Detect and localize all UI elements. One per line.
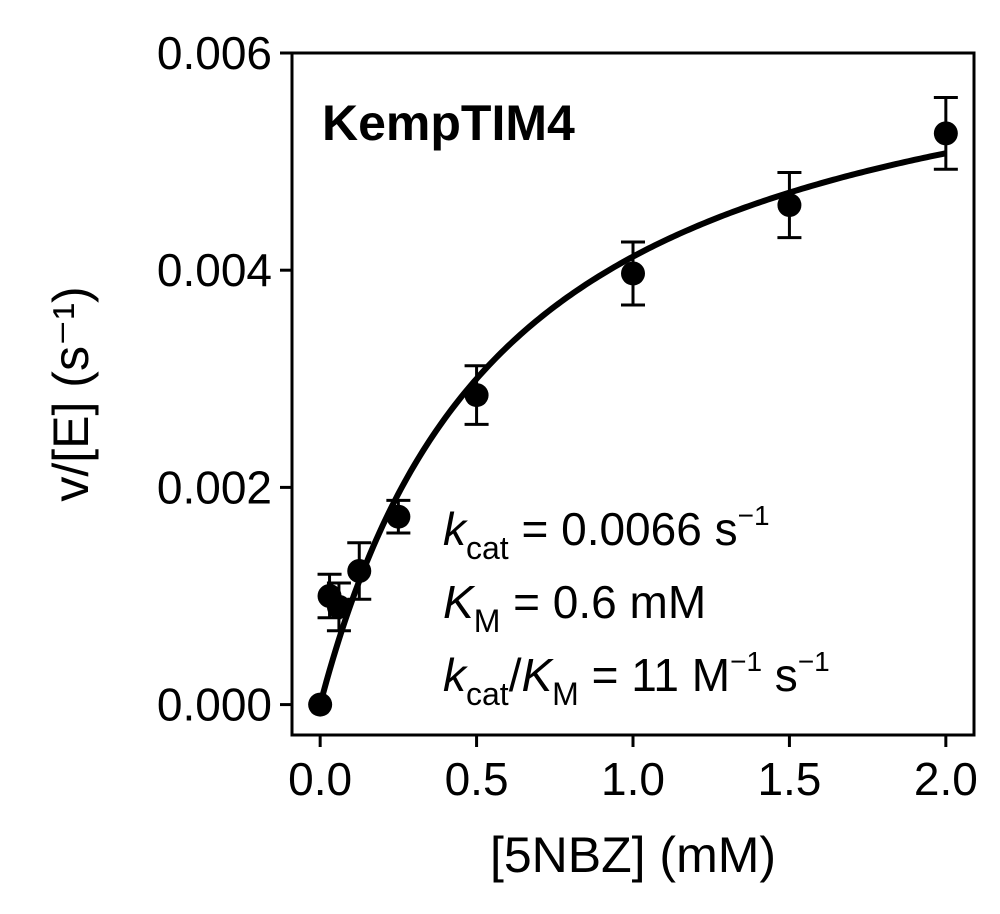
y-tick-label: 0.000	[157, 679, 272, 731]
data-point	[933, 121, 958, 146]
annotation-ratio-mid: s	[762, 649, 798, 701]
annotation-ratio-symbol1: k	[443, 649, 468, 701]
x-tick-label: 2.0	[914, 753, 978, 805]
annotation-km-symbol: K	[443, 576, 476, 628]
y-tick-label: 0.006	[157, 27, 272, 79]
data-point	[308, 692, 333, 717]
y-tick-label: 0.002	[157, 461, 272, 513]
y-axis-title: v/[E] (s⁻¹)	[43, 286, 99, 501]
x-tick-label: 1.0	[601, 753, 665, 805]
annotation-km-value: = 0.6 mM	[500, 576, 706, 628]
x-axis-title: [5NBZ] (mM)	[490, 827, 776, 883]
data-point	[777, 193, 802, 218]
annotation-ratio-symbol2: K	[521, 649, 554, 701]
annotation-ratio-sub1: cat	[466, 676, 509, 712]
data-point	[326, 594, 351, 619]
chart-title: KempTIM4	[322, 95, 575, 151]
annotation-km-sub: M	[474, 603, 501, 639]
data-point	[386, 504, 411, 529]
axis-ticks: 0.0 0.5 1.0 1.5 2.0 0.000 0.002 0.004 0.006	[157, 27, 978, 805]
x-tick-label: 0.0	[288, 753, 352, 805]
annotation-ratio-sup1: −1	[730, 646, 762, 677]
plot-frame	[290, 51, 976, 737]
annotation-km: KM = 0.6 mM	[443, 576, 706, 639]
x-tick-label: 1.5	[757, 753, 821, 805]
data-point	[464, 383, 489, 408]
annotation-ratio-sup2: −1	[798, 646, 830, 677]
data-point	[347, 559, 372, 584]
annotation-kcat: kcat = 0.0066 s−1	[443, 500, 770, 566]
x-tick-label: 0.5	[445, 753, 509, 805]
annotation-ratio-sub2: M	[552, 676, 579, 712]
annotation-kcat-sup: −1	[738, 500, 770, 531]
annotation-kcat-symbol: k	[443, 503, 468, 555]
data-point	[621, 261, 645, 286]
annotation-ratio-slash: /	[509, 649, 522, 701]
data-points-group	[308, 96, 958, 717]
annotation-ratio-value: = 11 M	[579, 649, 730, 701]
y-tick-label: 0.004	[157, 244, 272, 296]
annotation-kcat-sub: cat	[466, 530, 509, 566]
annotation-kcat-value: = 0.0066 s	[509, 503, 738, 555]
annotation-ratio: kcat/KM = 11 M−1 s−1	[443, 646, 830, 712]
